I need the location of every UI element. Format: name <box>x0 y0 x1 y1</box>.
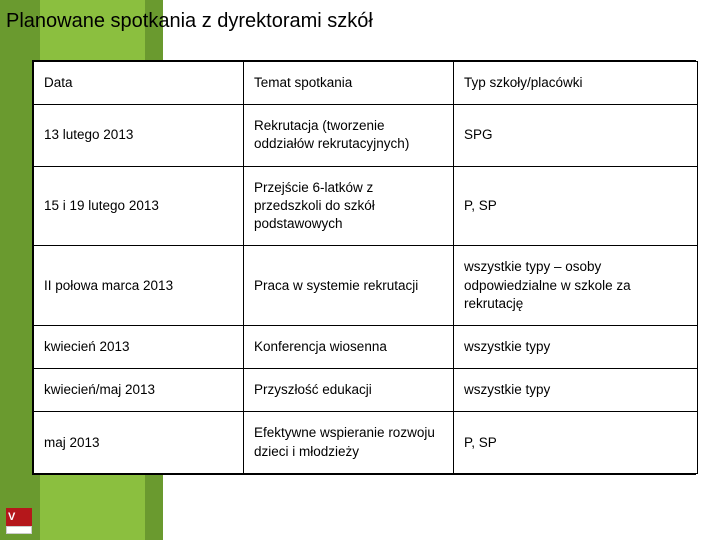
cell-type: P, SP <box>454 412 698 473</box>
logo-mark: V <box>6 508 32 526</box>
cell-date: kwiecień/maj 2013 <box>34 369 244 412</box>
cell-topic: Efektywne wspieranie rozwoju dzieci i mł… <box>244 412 454 473</box>
cell-date: kwiecień 2013 <box>34 325 244 368</box>
col-header-type: Typ szkoły/placówki <box>454 62 698 105</box>
cell-topic: Przyszłość edukacji <box>244 369 454 412</box>
table-row: 15 i 19 lutego 2013 Przejście 6-latków z… <box>34 166 698 246</box>
cell-type: SPG <box>454 105 698 166</box>
page-title: Planowane spotkania z dyrektorami szkół <box>6 10 373 33</box>
table-row: kwiecień/maj 2013 Przyszłość edukacji ws… <box>34 369 698 412</box>
cell-topic: Rekrutacja (tworzenie oddziałów rekrutac… <box>244 105 454 166</box>
cell-date: 15 i 19 lutego 2013 <box>34 166 244 246</box>
cell-topic: Praca w systemie rekrutacji <box>244 246 454 326</box>
table-header-row: Data Temat spotkania Typ szkoły/placówki <box>34 62 698 105</box>
table-row: 13 lutego 2013 Rekrutacja (tworzenie odd… <box>34 105 698 166</box>
cell-type: wszystkie typy <box>454 325 698 368</box>
cell-topic: Przejście 6-latków z przedszkoli do szkó… <box>244 166 454 246</box>
logo: V <box>6 508 32 534</box>
col-header-topic: Temat spotkania <box>244 62 454 105</box>
cell-date: II połowa marca 2013 <box>34 246 244 326</box>
cell-type: wszystkie typy – osoby odpowiedzialne w … <box>454 246 698 326</box>
meetings-table: Data Temat spotkania Typ szkoły/placówki… <box>32 60 696 475</box>
cell-type: wszystkie typy <box>454 369 698 412</box>
cell-type: P, SP <box>454 166 698 246</box>
table-row: II połowa marca 2013 Praca w systemie re… <box>34 246 698 326</box>
cell-topic: Konferencja wiosenna <box>244 325 454 368</box>
cell-date: maj 2013 <box>34 412 244 473</box>
table-row: kwiecień 2013 Konferencja wiosenna wszys… <box>34 325 698 368</box>
logo-bar <box>6 526 32 534</box>
table-row: maj 2013 Efektywne wspieranie rozwoju dz… <box>34 412 698 473</box>
cell-date: 13 lutego 2013 <box>34 105 244 166</box>
col-header-date: Data <box>34 62 244 105</box>
